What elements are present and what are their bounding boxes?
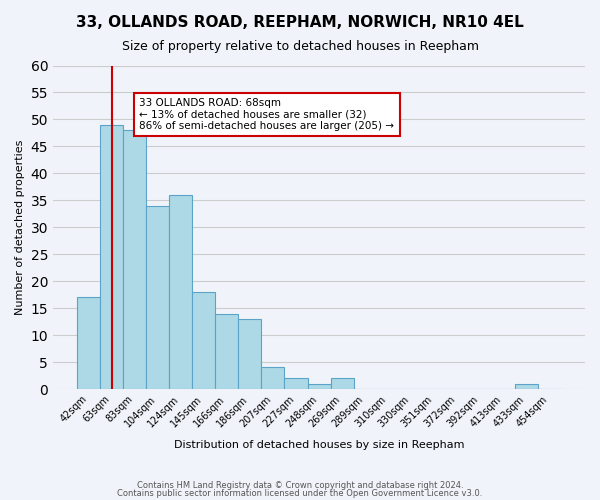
X-axis label: Distribution of detached houses by size in Reepham: Distribution of detached houses by size … <box>174 440 464 450</box>
Text: 33, OLLANDS ROAD, REEPHAM, NORWICH, NR10 4EL: 33, OLLANDS ROAD, REEPHAM, NORWICH, NR10… <box>76 15 524 30</box>
Text: 33 OLLANDS ROAD: 68sqm
← 13% of detached houses are smaller (32)
86% of semi-det: 33 OLLANDS ROAD: 68sqm ← 13% of detached… <box>139 98 394 131</box>
Bar <box>169 195 193 389</box>
Bar <box>100 125 123 389</box>
Text: Contains public sector information licensed under the Open Government Licence v3: Contains public sector information licen… <box>118 488 482 498</box>
Bar <box>77 298 100 389</box>
Text: Contains HM Land Registry data © Crown copyright and database right 2024.: Contains HM Land Registry data © Crown c… <box>137 481 463 490</box>
Bar <box>515 384 538 389</box>
Bar <box>215 314 238 389</box>
Y-axis label: Number of detached properties: Number of detached properties <box>15 140 25 315</box>
Bar <box>284 378 308 389</box>
Bar <box>193 292 215 389</box>
Bar <box>238 319 262 389</box>
Bar <box>146 206 169 389</box>
Bar <box>262 368 284 389</box>
Text: Size of property relative to detached houses in Reepham: Size of property relative to detached ho… <box>121 40 479 53</box>
Bar <box>308 384 331 389</box>
Bar <box>123 130 146 389</box>
Bar <box>331 378 353 389</box>
